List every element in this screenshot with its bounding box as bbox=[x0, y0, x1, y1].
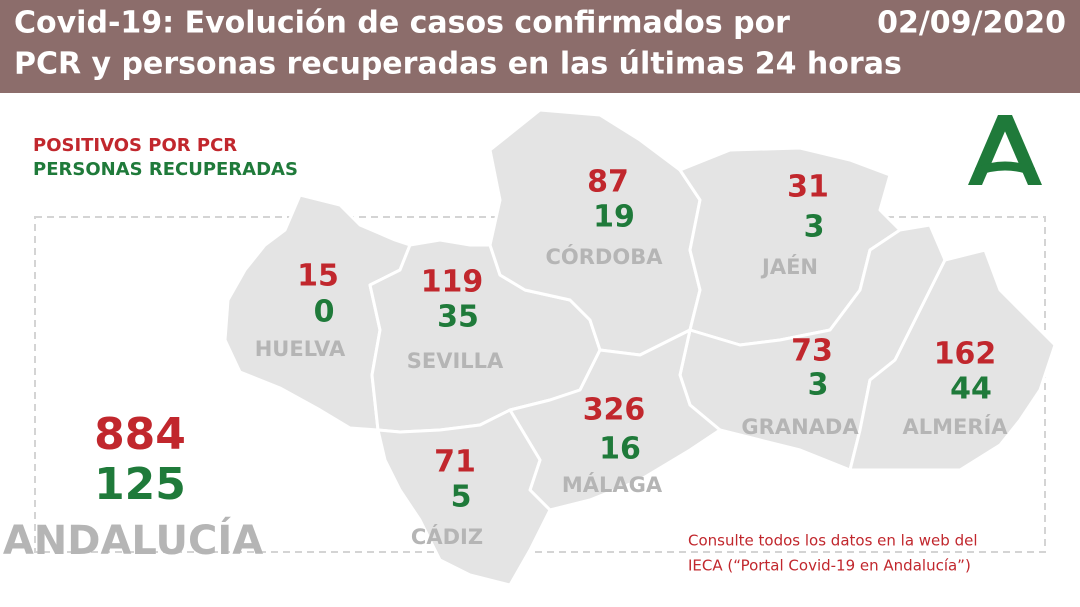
header-title: Covid-19: Evolución de casos confirmados… bbox=[14, 6, 790, 41]
logo bbox=[968, 115, 1042, 185]
province-name: SEVILLA bbox=[407, 349, 504, 373]
province-positives: 162 bbox=[934, 337, 997, 372]
total-positives: 884 bbox=[94, 409, 186, 460]
total-name: ANDALUCÍA bbox=[3, 516, 263, 564]
total-recovered: 125 bbox=[94, 459, 186, 510]
province-recovered: 44 bbox=[950, 372, 992, 407]
province-name: HUELVA bbox=[255, 337, 346, 361]
province-positives: 15 bbox=[297, 259, 339, 294]
province-recovered: 5 bbox=[451, 480, 472, 515]
province-positives: 31 bbox=[787, 170, 829, 205]
province-cadiz bbox=[376, 408, 552, 587]
province-positives: 119 bbox=[421, 265, 484, 300]
footnote: IECA (“Portal Covid-19 en Andalucía”) bbox=[688, 557, 971, 575]
province-name: CÓRDOBA bbox=[546, 244, 664, 269]
province-name: GRANADA bbox=[741, 415, 859, 439]
province-positives: 71 bbox=[434, 445, 476, 480]
province-name: ALMERÍA bbox=[902, 414, 1008, 439]
province-recovered: 19 bbox=[593, 200, 635, 235]
province-labels: 150HUELVA11935SEVILLA8719CÓRDOBA313JAÉN7… bbox=[255, 165, 1009, 550]
legend-recovered: PERSONAS RECUPERADAS bbox=[33, 159, 298, 180]
map bbox=[223, 108, 1057, 587]
province-recovered: 16 bbox=[599, 432, 641, 467]
province-positives: 326 bbox=[583, 393, 646, 428]
footnote: Consulte todos los datos en la web del bbox=[688, 532, 977, 550]
province-recovered: 35 bbox=[437, 300, 479, 335]
header-bar bbox=[0, 0, 1080, 93]
province-positives: 73 bbox=[791, 334, 833, 369]
province-recovered: 0 bbox=[314, 295, 335, 330]
header-date: 02/09/2020 bbox=[877, 6, 1066, 41]
province-name: JAÉN bbox=[760, 254, 818, 279]
province-name: MÁLAGA bbox=[562, 472, 663, 497]
province-malaga bbox=[508, 328, 722, 512]
province-recovered: 3 bbox=[804, 210, 825, 245]
province-name: CÁDIZ bbox=[411, 524, 483, 549]
province-positives: 87 bbox=[587, 165, 629, 200]
province-almeria bbox=[848, 248, 1057, 472]
province-recovered: 3 bbox=[808, 368, 829, 403]
legend-positives: POSITIVOS POR PCR bbox=[33, 135, 237, 156]
province-huelva bbox=[223, 193, 412, 432]
header-title: PCR y personas recuperadas en las última… bbox=[14, 47, 902, 82]
